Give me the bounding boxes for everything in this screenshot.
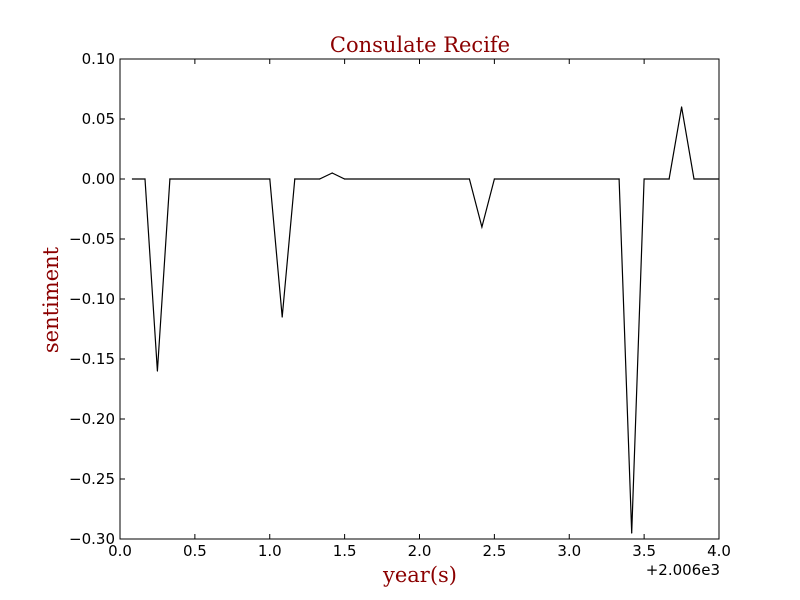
data-point — [131, 178, 134, 180]
y-tick-label: −0.25 — [69, 470, 115, 488]
x-tick-label: 1.0 — [258, 542, 282, 560]
x-tick-label: 1.5 — [333, 542, 357, 560]
plot-frame — [119, 58, 720, 540]
y-tick-label: −0.15 — [69, 350, 115, 368]
data-point — [468, 178, 470, 180]
data-point — [668, 178, 670, 180]
data-point — [344, 178, 346, 180]
data-point — [493, 178, 495, 180]
y-tick-label: −0.30 — [69, 530, 115, 548]
data-point — [269, 178, 271, 180]
y-axis-label: sentiment — [39, 246, 63, 353]
series-line — [132, 106, 719, 534]
y-tick-label: −0.20 — [69, 410, 115, 428]
data-point — [281, 316, 283, 318]
y-tick-label: 0.00 — [82, 170, 115, 188]
y-tick-label: 0.10 — [82, 50, 115, 68]
y-tick-label: 0.05 — [82, 110, 115, 128]
x-offset-label: +2.006e3 — [646, 561, 720, 579]
data-point — [631, 532, 633, 534]
data-point — [481, 226, 483, 228]
x-tick-label: 2.0 — [408, 542, 432, 560]
data-point — [331, 172, 333, 174]
x-tick-label: 0.0 — [108, 542, 132, 560]
chart-title: Consulate Recife — [330, 33, 510, 57]
x-axis-label: year(s) — [382, 563, 457, 587]
x-tick-label: 3.0 — [557, 542, 581, 560]
plot-area: 0.0 0.5 1.0 1.5 2.0 2.5 3.0 3.5 4.0 0.10 0.05 0.00 −… — [69, 50, 731, 560]
data-point — [319, 178, 321, 180]
data-point — [294, 178, 296, 180]
x-tick-label: 0.5 — [183, 542, 207, 560]
data-point — [169, 178, 171, 180]
data-point — [718, 178, 720, 180]
data-point — [618, 178, 620, 180]
x-tick-label: 3.5 — [632, 542, 656, 560]
x-tick-label: 2.5 — [482, 542, 506, 560]
data-point — [144, 178, 146, 180]
data-point — [643, 178, 645, 180]
y-tick-label: −0.05 — [69, 230, 115, 248]
x-tick-label: 4.0 — [707, 542, 731, 560]
data-point — [693, 178, 695, 180]
y-tick-label: −0.10 — [69, 290, 115, 308]
data-point — [156, 370, 159, 372]
data-point — [680, 106, 683, 108]
